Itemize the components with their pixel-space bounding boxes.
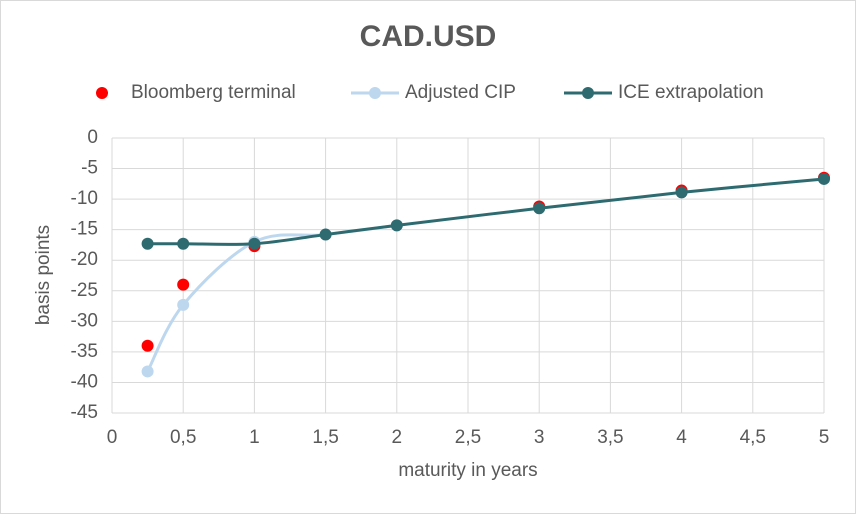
y-tick-label: -5	[81, 158, 98, 179]
x-tick-label: 4	[676, 427, 687, 448]
x-tick-label: 4,5	[740, 427, 766, 448]
y-tick-label: -15	[71, 219, 98, 240]
data-point	[319, 228, 332, 241]
x-tick-label: 1	[249, 427, 260, 448]
data-point	[675, 186, 688, 199]
legend-marker	[369, 87, 381, 99]
x-axis-label: maturity in years	[398, 460, 537, 481]
legend-label: Bloomberg terminal	[131, 82, 296, 103]
x-tick-label: 2,5	[455, 427, 481, 448]
x-tick-label: 0,5	[170, 427, 196, 448]
y-tick-label: 0	[87, 127, 98, 148]
data-point	[177, 278, 190, 291]
y-tick-label: -35	[71, 341, 98, 362]
y-tick-label: -25	[71, 280, 98, 301]
x-tick-label: 1,5	[312, 427, 338, 448]
y-tick-label: -40	[71, 371, 98, 392]
y-tick-label: -45	[71, 402, 98, 423]
chart-title: CAD.USD	[360, 20, 497, 53]
legend-label: ICE extrapolation	[618, 82, 764, 103]
x-tick-label: 3,5	[597, 427, 623, 448]
data-point	[177, 237, 190, 250]
legend-marker	[96, 87, 108, 99]
y-axis-label: basis points	[33, 225, 54, 325]
data-point	[141, 365, 154, 378]
data-point	[141, 339, 154, 352]
data-point	[248, 237, 261, 250]
data-point	[177, 298, 190, 311]
data-point	[141, 237, 154, 250]
x-tick-label: 0	[107, 427, 118, 448]
y-tick-label: -20	[71, 249, 98, 270]
data-point	[390, 219, 403, 232]
x-tick-label: 3	[534, 427, 545, 448]
data-point	[818, 172, 830, 185]
x-tick-label: 2	[392, 427, 403, 448]
y-tick-label: -30	[71, 310, 98, 331]
y-tick-label: -10	[71, 188, 98, 209]
legend-label: Adjusted CIP	[405, 82, 516, 103]
data-point	[533, 202, 546, 215]
x-tick-label: 5	[819, 427, 830, 448]
legend-marker	[582, 87, 594, 99]
